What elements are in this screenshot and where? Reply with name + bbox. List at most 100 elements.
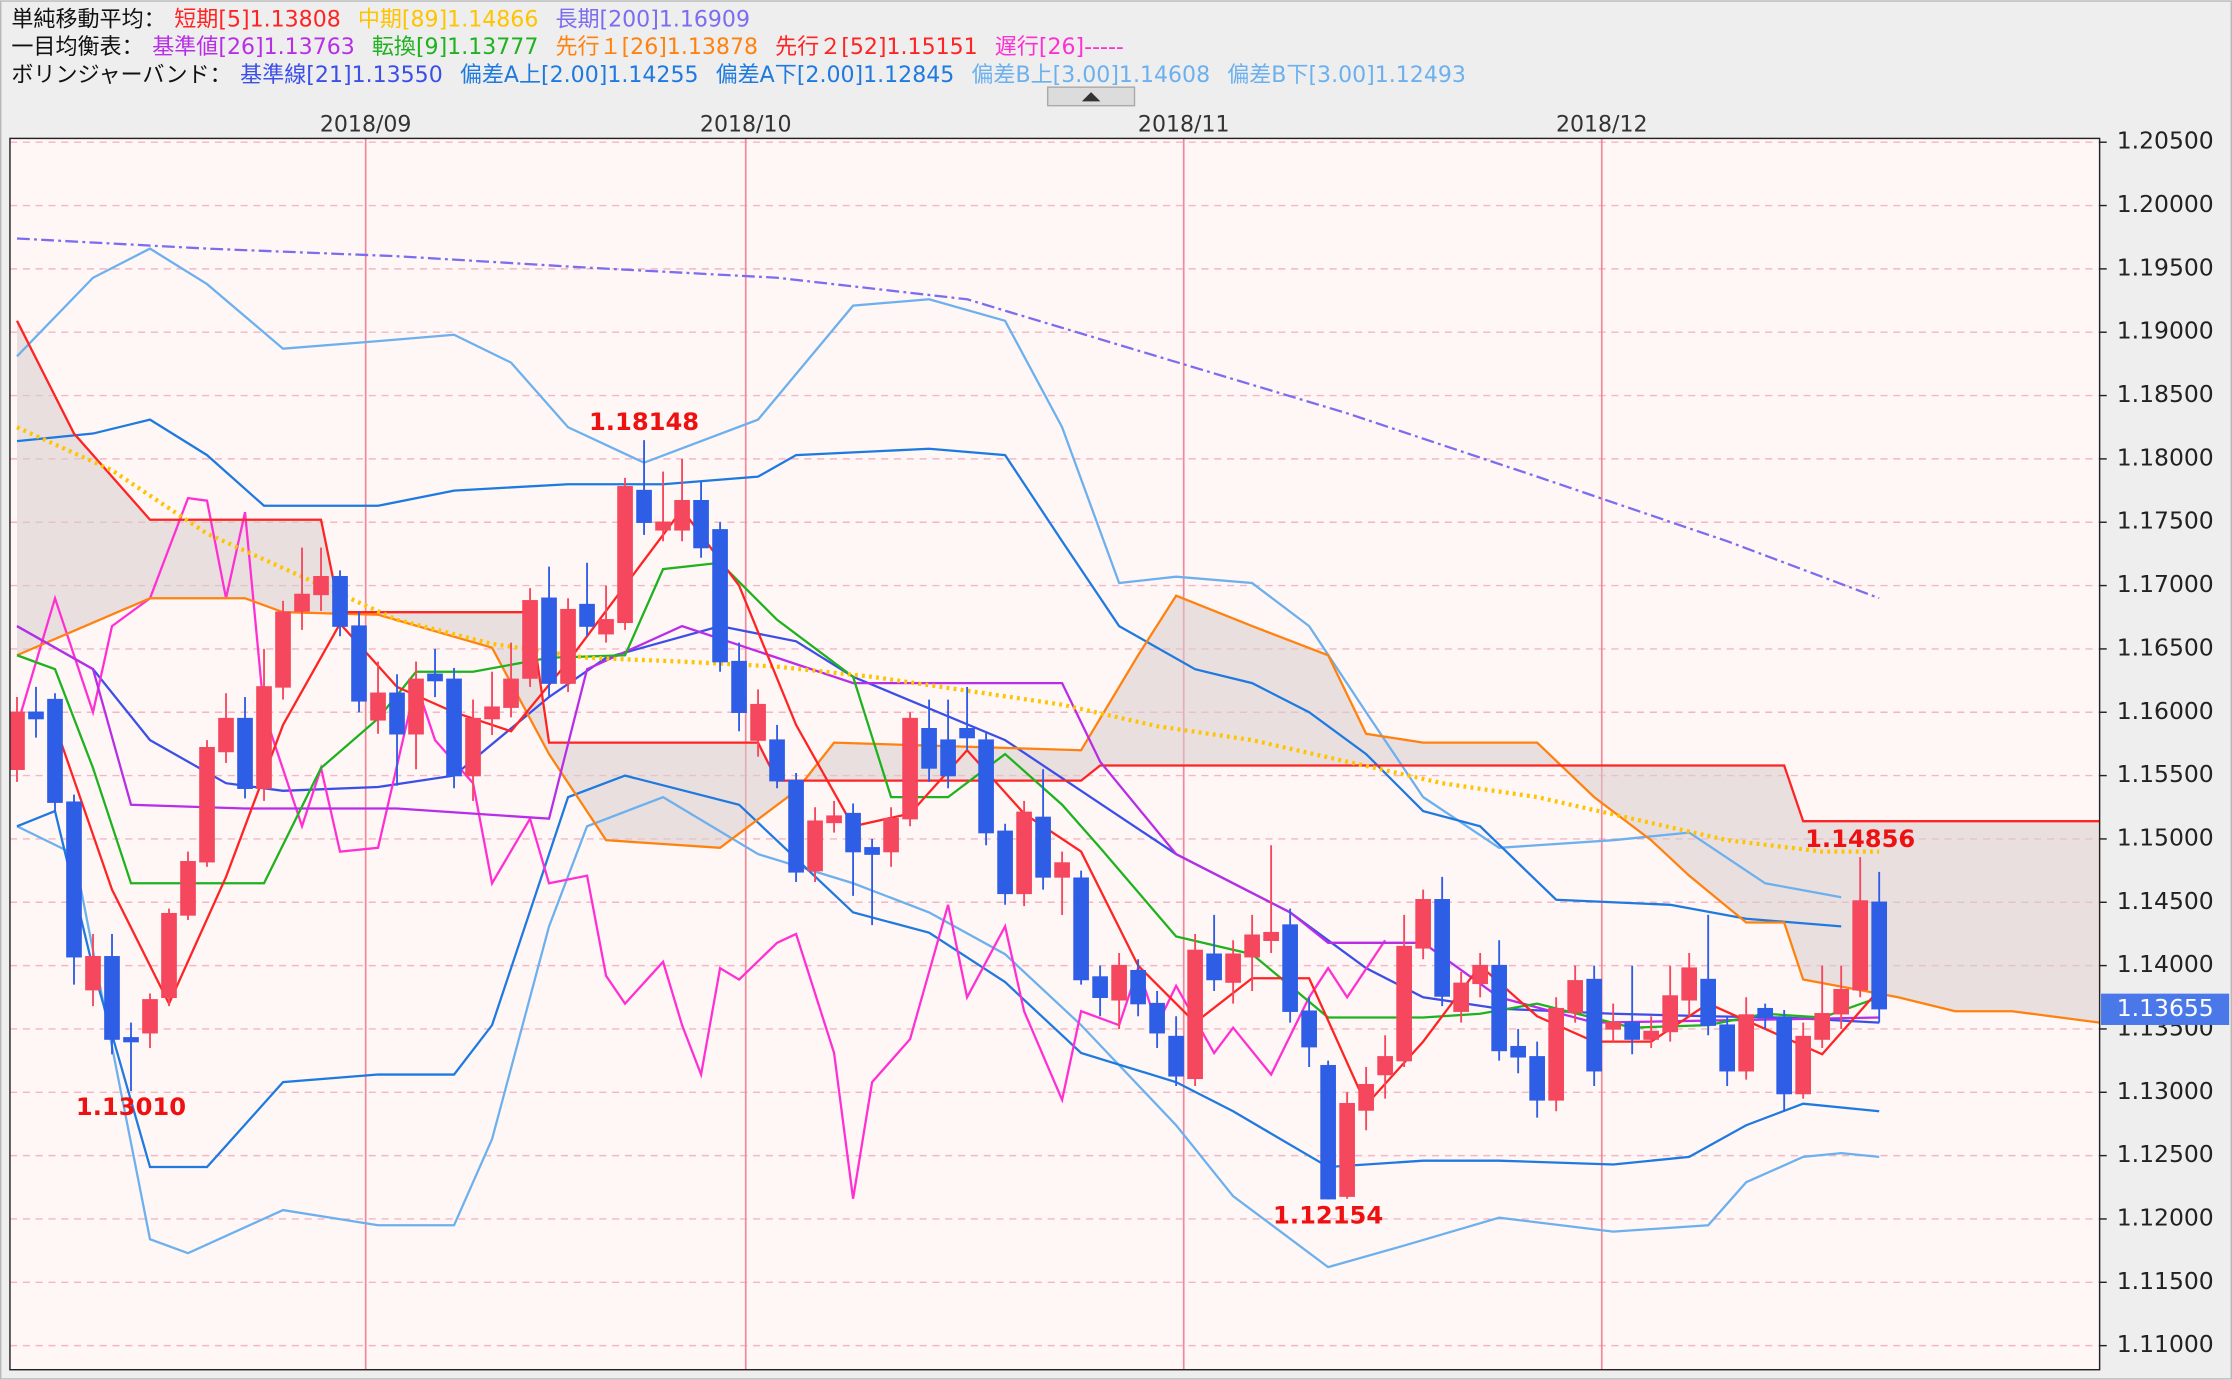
legend-entry: 偏差B下[3.00]1.12493 — [1227, 63, 1466, 88]
legend-entry: 先行１[26]1.13878 — [555, 35, 758, 60]
x-tick-label: 2018/11 — [1138, 113, 1230, 138]
candle-body — [750, 703, 766, 741]
candle-body — [617, 486, 633, 624]
candle-body — [351, 625, 367, 702]
candle-body — [1624, 1021, 1640, 1040]
candle-body — [1548, 1007, 1564, 1101]
candle-body — [807, 820, 823, 872]
collapse-button[interactable] — [1046, 86, 1136, 107]
candle-body — [104, 956, 120, 1040]
candle-body — [1168, 1035, 1184, 1077]
candle-body — [1776, 1016, 1793, 1095]
candle-body — [997, 830, 1013, 895]
candle-body — [408, 678, 424, 735]
y-tick-label: 1.11000 — [2117, 1330, 2214, 1358]
legend-entry: 基準線[21]1.13550 — [240, 63, 443, 88]
candle-body — [294, 593, 310, 612]
y-tick-label: 1.14500 — [2117, 887, 2214, 915]
candle-body — [1130, 969, 1146, 1005]
legend-entry: 短期[5]1.13808 — [174, 7, 341, 32]
last-price-label: 1.13655 — [2117, 994, 2214, 1022]
candle-body — [1206, 953, 1222, 981]
candle-body — [1871, 901, 1888, 1010]
candle-body — [47, 698, 63, 803]
candle-body — [978, 739, 994, 834]
candle-body — [788, 779, 804, 873]
candle-body — [1852, 900, 1869, 991]
legend-group-label: 単純移動平均： — [11, 7, 165, 32]
candle-body — [1263, 931, 1279, 941]
legend-group-label: ボリンジャーバンド： — [11, 63, 231, 88]
legend-entry: 偏差B上[3.00]1.14608 — [971, 63, 1210, 88]
x-tick-label: 2018/12 — [1556, 113, 1648, 138]
indicator-line — [16, 795, 1880, 1269]
candle-body — [199, 747, 215, 863]
candle-body — [693, 499, 709, 549]
candle-body — [484, 706, 500, 720]
legend-entry: 基準値[26]1.13763 — [152, 35, 355, 60]
candle-body — [1149, 1002, 1165, 1034]
y-tick-label: 1.17000 — [2117, 570, 2214, 598]
y-tick-label: 1.18000 — [2117, 443, 2214, 471]
candle-body — [465, 717, 481, 777]
collapse-arrow[interactable] — [1081, 92, 1101, 102]
indicator-line — [16, 594, 2100, 1024]
candle-body — [1244, 934, 1260, 958]
legend-entry: 先行２[52]1.15151 — [775, 35, 978, 60]
candle-body — [28, 711, 44, 720]
candle-body — [1738, 1014, 1755, 1072]
candle-body — [1111, 964, 1127, 1001]
candle-body — [1814, 1013, 1831, 1040]
y-tick-label: 1.12000 — [2117, 1203, 2214, 1231]
y-tick-label: 1.12500 — [2117, 1140, 2214, 1168]
indicator-line — [16, 418, 1842, 928]
plot-content: 1.13010 1.18148 1.12154 1.14856 — [9, 237, 2100, 1269]
indicator-legend: 単純移動平均： 短期[5]1.13808 中期[89]1.14866 長期[200]1… — [11, 7, 1466, 88]
candle-body — [1396, 945, 1412, 1062]
candle-body — [883, 817, 899, 853]
legend-entry: 偏差A上[2.00]1.14255 — [460, 63, 699, 88]
price-annotation: 1.18148 — [589, 408, 699, 436]
candle-body — [902, 717, 918, 820]
candle-body — [370, 692, 386, 721]
candle-body — [1472, 964, 1488, 985]
candle-body — [427, 673, 443, 682]
candle-body — [522, 600, 538, 679]
candle-body — [826, 815, 842, 824]
y-tick-label: 1.15000 — [2117, 823, 2214, 851]
price-annotation: 1.14856 — [1805, 825, 1915, 853]
candle-body — [579, 603, 595, 627]
candle-body — [1491, 964, 1507, 1052]
price-annotation: 1.13010 — [76, 1093, 186, 1121]
candle-body — [864, 847, 880, 855]
candle-body — [161, 912, 177, 998]
candle-body — [9, 711, 25, 770]
y-tick-label: 1.16000 — [2117, 697, 2214, 725]
candle-body — [1681, 967, 1698, 1001]
candle-body — [541, 597, 557, 684]
candle-body — [1586, 978, 1602, 1072]
candle-body — [1187, 949, 1203, 1080]
y-tick-label: 1.15500 — [2117, 760, 2214, 788]
y-tick-label: 1.19000 — [2117, 317, 2214, 345]
candle-body — [598, 619, 614, 635]
candle-body — [142, 999, 158, 1034]
candle-body — [123, 1037, 139, 1043]
candle-body — [1035, 816, 1051, 878]
candle-body — [1605, 1021, 1621, 1030]
candle-body — [845, 812, 861, 853]
x-tick-label: 2018/09 — [320, 113, 412, 138]
candle-body — [959, 728, 975, 739]
candle-body — [1719, 1024, 1736, 1072]
candle-body — [1377, 1056, 1393, 1076]
candle-body — [85, 956, 101, 991]
candle-body — [1700, 978, 1717, 1026]
candle-body — [1054, 862, 1070, 878]
y-tick-label: 1.20000 — [2117, 190, 2214, 218]
candle-body — [313, 575, 329, 596]
candle-body — [1016, 811, 1032, 895]
y-tick-label: 1.14000 — [2117, 950, 2214, 978]
candle-body — [1282, 924, 1298, 1012]
candle-body — [180, 861, 196, 916]
